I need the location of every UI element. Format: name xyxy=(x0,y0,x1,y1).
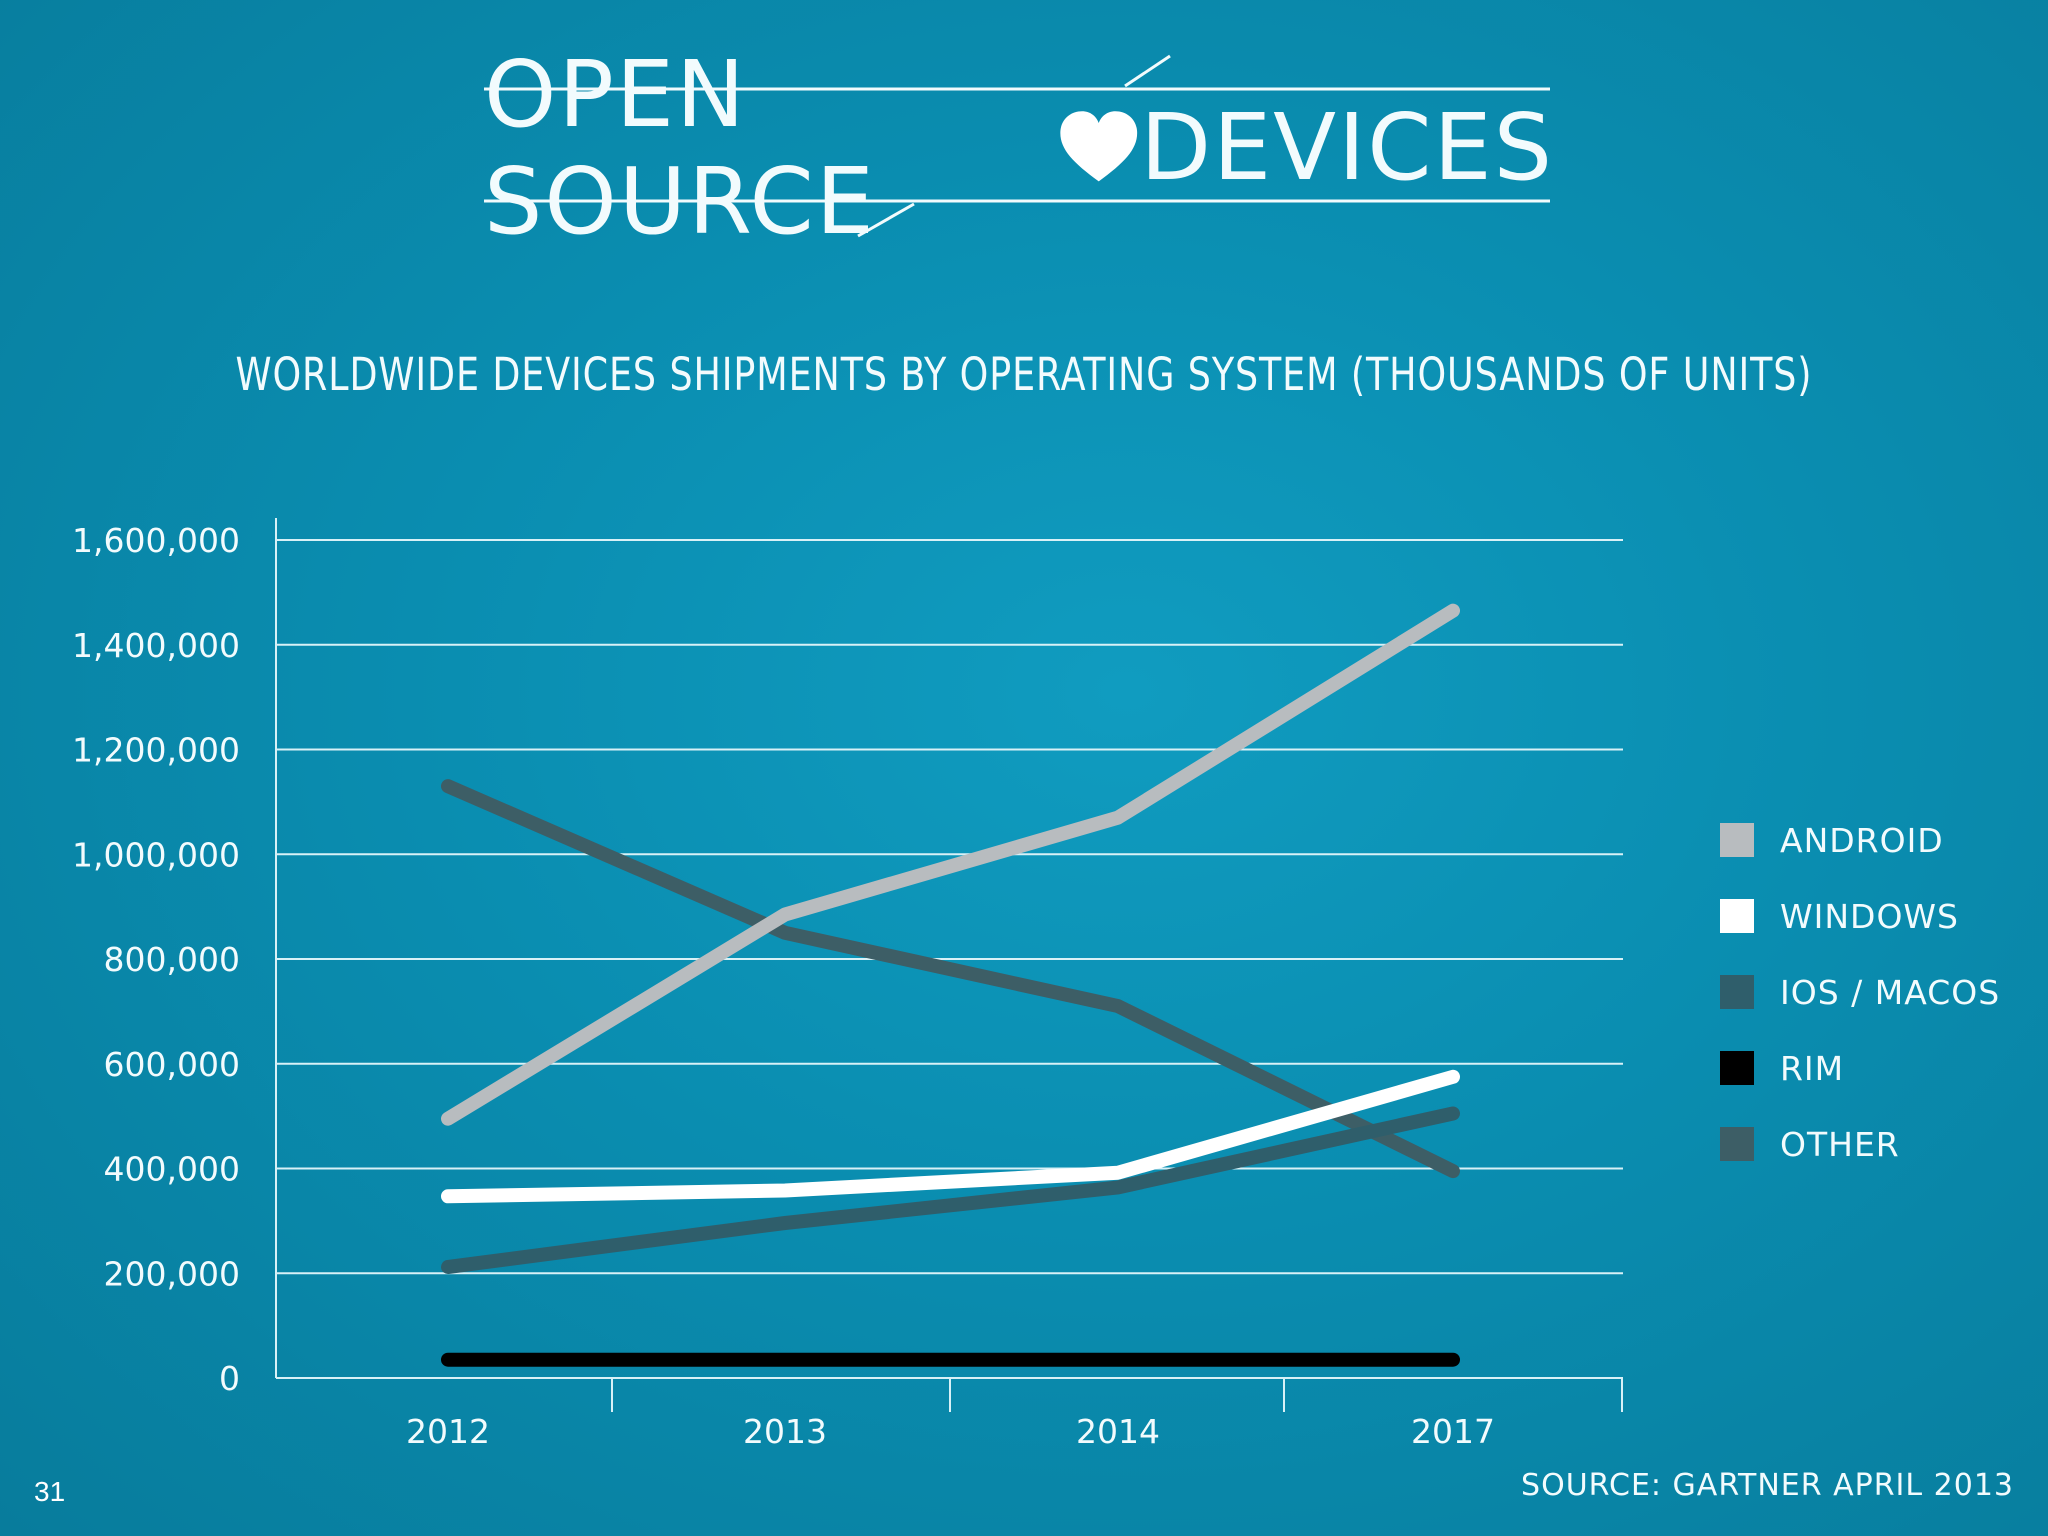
logo-right-text: DEVICES xyxy=(1140,94,1554,201)
y-tick-label: 0 xyxy=(219,1359,240,1398)
legend-item-android: ANDROID xyxy=(1720,802,2040,878)
y-tick-label: 1,600,000 xyxy=(72,521,240,560)
y-tick-label: 600,000 xyxy=(104,1045,240,1084)
legend-label-other: OTHER xyxy=(1780,1124,1900,1164)
logo-left-text: OPEN SOURCE xyxy=(484,40,876,255)
series-line-other xyxy=(441,779,1460,1179)
legend-label-android: ANDROID xyxy=(1780,820,1944,860)
y-tick-label: 1,200,000 xyxy=(72,731,240,770)
x-tick-label: 2012 xyxy=(406,1412,490,1451)
legend-swatch-rim xyxy=(1720,1051,1754,1085)
logo-slash-bottom xyxy=(857,202,915,238)
series-line-ios-macos xyxy=(441,1106,1460,1274)
x-tick-label: 2014 xyxy=(1076,1412,1160,1451)
legend-swatch-android xyxy=(1720,823,1754,857)
chart-title: WORLDWIDE DEVICES SHIPMENTS BY OPERATING… xyxy=(235,348,1813,401)
logo: OPEN SOURCE DEVICES xyxy=(484,41,1554,255)
y-tick-label: 400,000 xyxy=(104,1150,240,1189)
legend-swatch-other xyxy=(1720,1127,1754,1161)
logo-frame xyxy=(484,54,1550,238)
series-line-android xyxy=(441,603,1460,1126)
y-tick-label: 800,000 xyxy=(104,940,240,979)
y-tick-label: 200,000 xyxy=(104,1254,240,1293)
legend-item-rim: RIM xyxy=(1720,1030,2040,1106)
y-tick-label: 1,000,000 xyxy=(72,835,240,874)
legend-swatch-ios-macos xyxy=(1720,975,1754,1009)
series-line-windows xyxy=(441,1069,1460,1204)
y-tick-label: 1,400,000 xyxy=(72,626,240,665)
legend-swatch-windows xyxy=(1720,899,1754,933)
source-note: SOURCE: GARTNER APRIL 2013 xyxy=(1521,1468,2014,1503)
legend-item-ios-macos: IOS / MACOS xyxy=(1720,954,2040,1030)
legend-label-windows: WINDOWS xyxy=(1780,896,1960,936)
legend-item-other: OTHER xyxy=(1720,1106,2040,1182)
heart-icon xyxy=(1060,110,1137,181)
logo-slash-top xyxy=(1124,54,1171,88)
chart-legend: ANDROID WINDOWS IOS / MACOS RIM OTHER xyxy=(1720,802,2040,1182)
page-number: 31 xyxy=(34,1476,66,1507)
legend-label-rim: RIM xyxy=(1780,1048,1845,1088)
x-tick-label: 2013 xyxy=(743,1412,827,1451)
x-tick-label: 2017 xyxy=(1411,1412,1495,1451)
legend-item-windows: WINDOWS xyxy=(1720,878,2040,954)
legend-label-ios-macos: IOS / MACOS xyxy=(1780,972,2001,1012)
